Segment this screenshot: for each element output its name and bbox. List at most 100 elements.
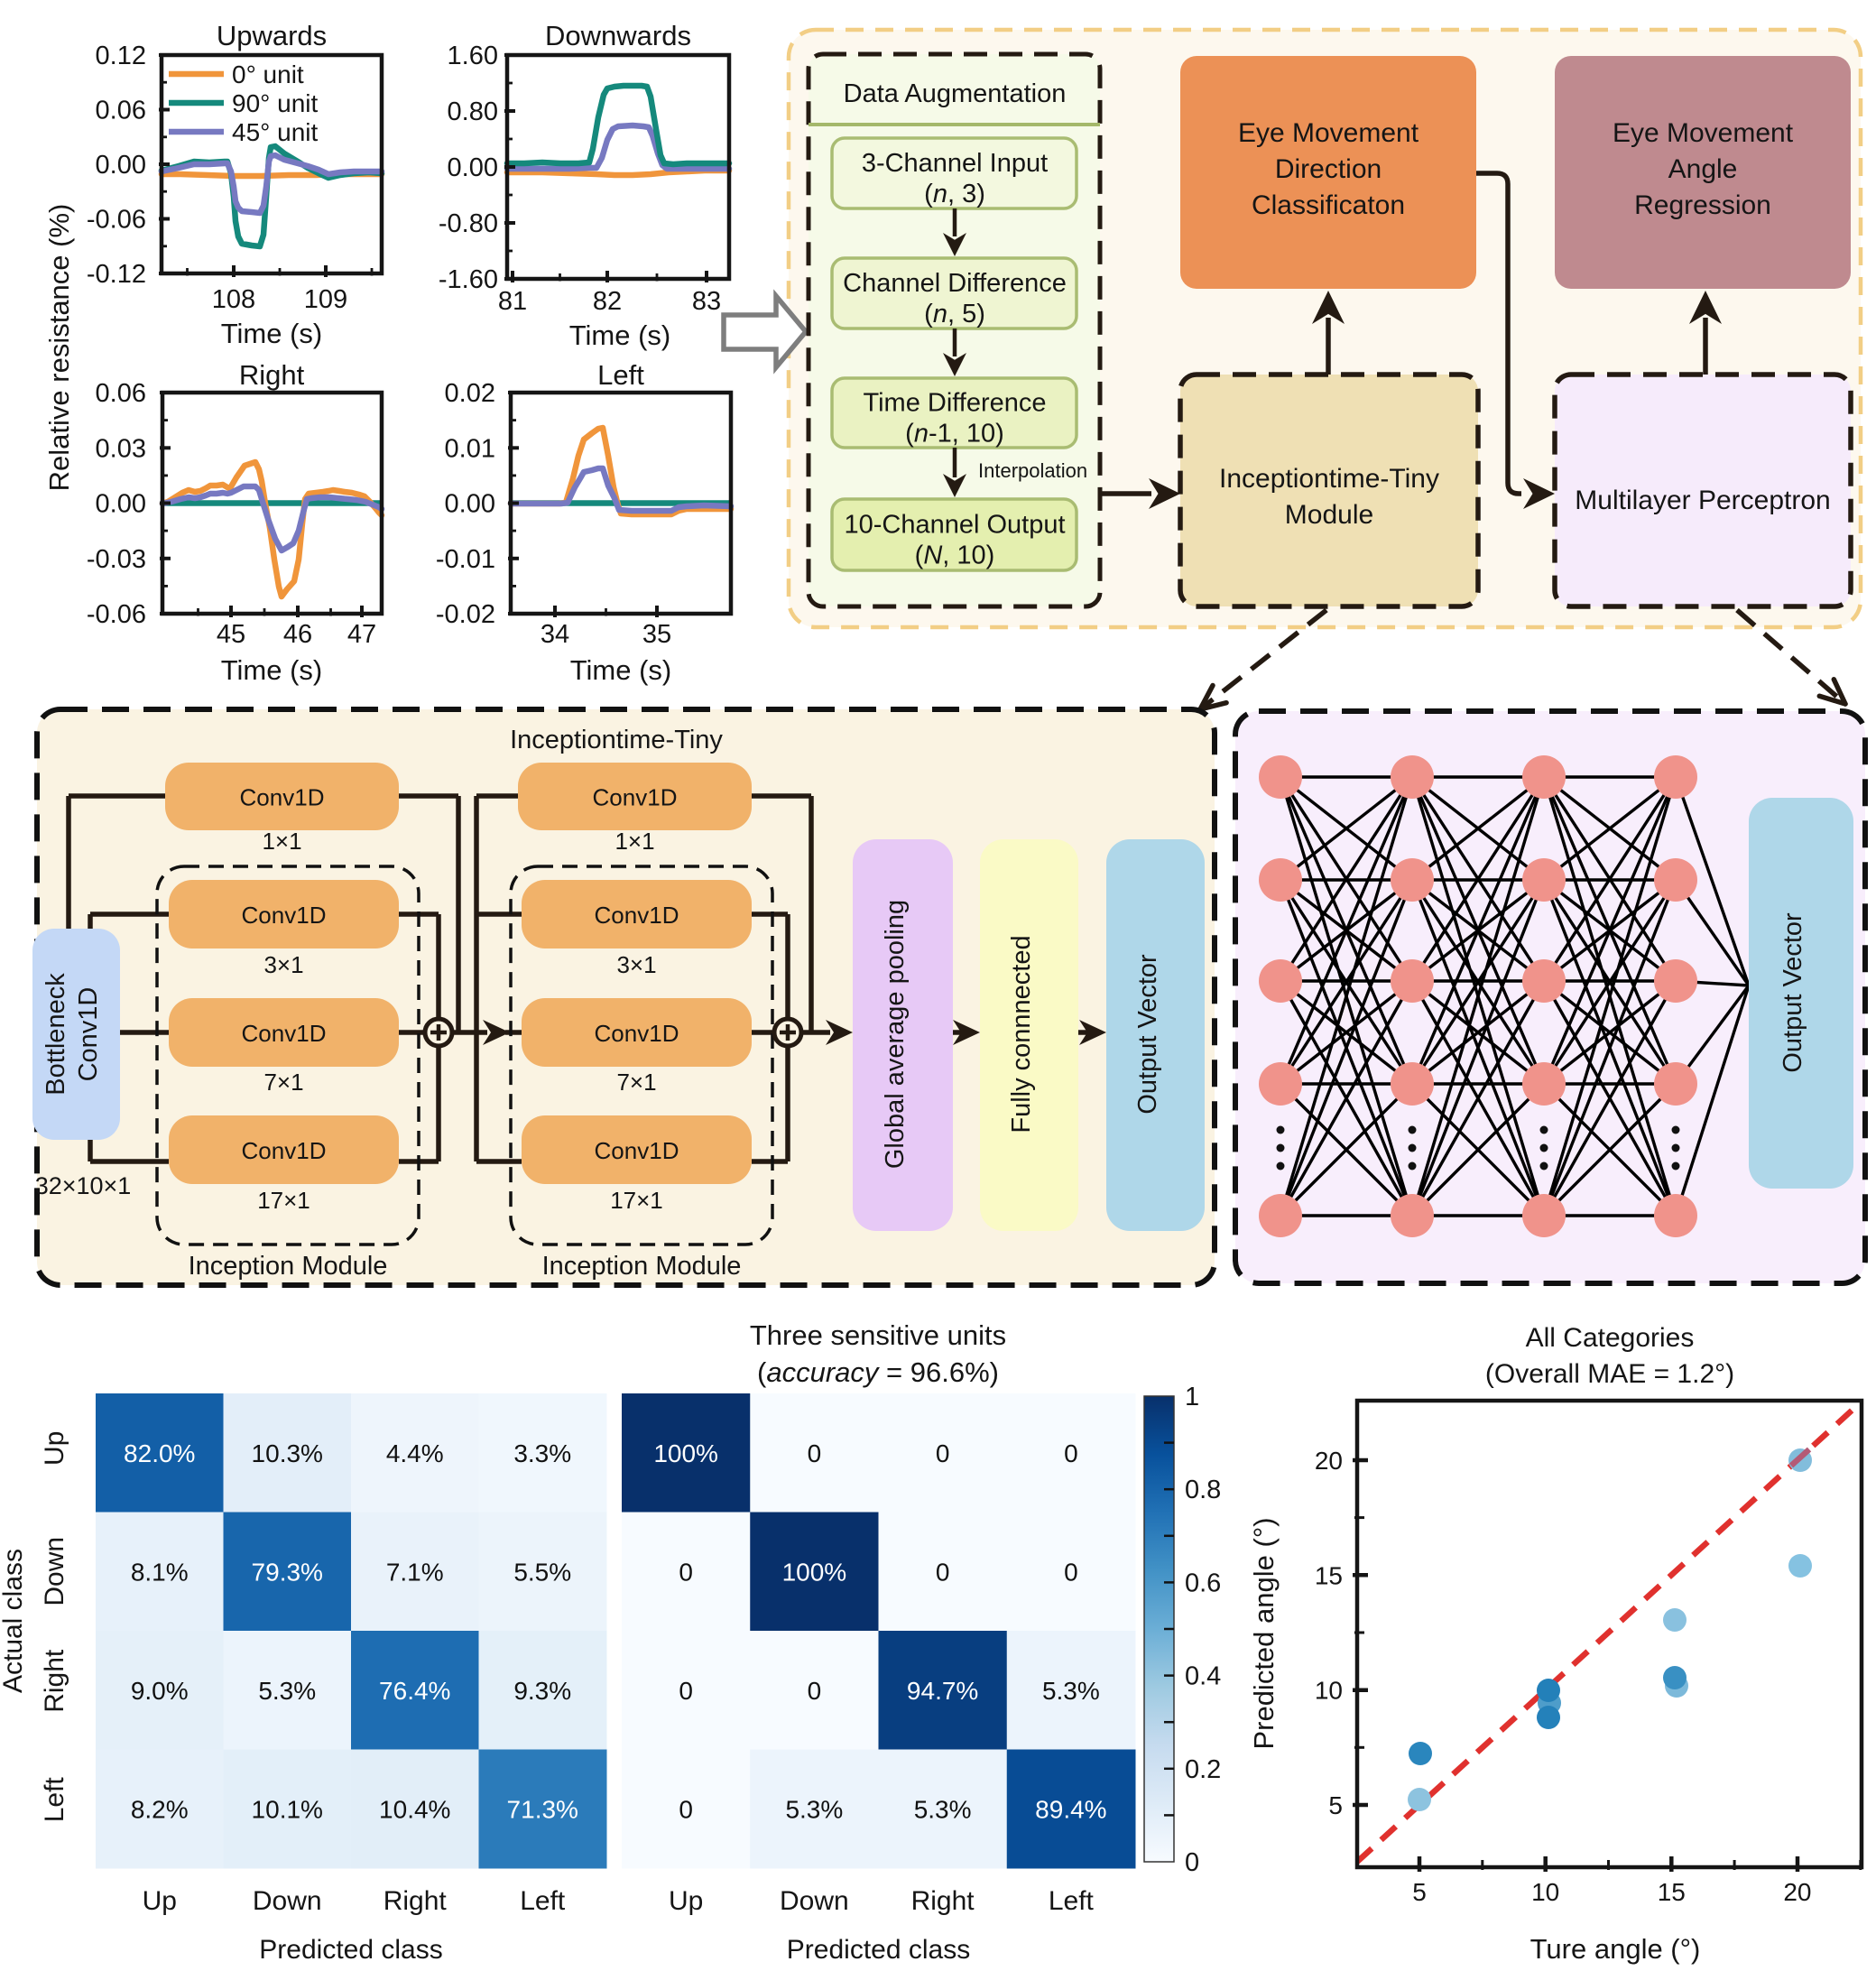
svg-text:0: 0: [936, 1558, 950, 1586]
svg-text:1×1: 1×1: [262, 828, 301, 855]
svg-text:17×1: 17×1: [257, 1187, 310, 1214]
svg-text:Predicted class: Predicted class: [259, 1935, 442, 1965]
svg-text:32×10×1: 32×10×1: [35, 1172, 132, 1199]
svg-text:71.3%: 71.3%: [507, 1795, 578, 1823]
svg-text:Right: Right: [239, 359, 305, 391]
svg-text:Right: Right: [911, 1886, 975, 1916]
svg-text:Left: Left: [597, 359, 644, 391]
svg-text:Up: Up: [40, 1431, 69, 1466]
svg-text:0.4: 0.4: [1185, 1662, 1221, 1691]
svg-text:(accuracy = 96.6%): (accuracy = 96.6%): [757, 1356, 999, 1388]
svg-text:4.4%: 4.4%: [386, 1439, 444, 1467]
svg-text:(N, 10): (N, 10): [915, 541, 995, 570]
svg-text:3×1: 3×1: [616, 951, 656, 978]
svg-text:Conv1D: Conv1D: [242, 902, 327, 929]
svg-text:Conv1D: Conv1D: [242, 1020, 327, 1047]
svg-text:Down: Down: [253, 1886, 322, 1916]
svg-text:0: 0: [1185, 1848, 1199, 1877]
svg-text:Output Vector: Output Vector: [1779, 912, 1807, 1073]
svg-text:0: 0: [1064, 1558, 1078, 1586]
svg-text:Channel Difference: Channel Difference: [843, 269, 1067, 298]
svg-text:Relative resistance (%): Relative resistance (%): [43, 204, 75, 492]
svg-text:Three sensitive units: Three sensitive units: [750, 1319, 1006, 1351]
svg-text:0.02: 0.02: [445, 379, 495, 408]
svg-text:Predicted angle (°): Predicted angle (°): [1248, 1517, 1280, 1749]
svg-text:Conv1D: Conv1D: [595, 1137, 679, 1164]
svg-text:0.6: 0.6: [1185, 1568, 1221, 1597]
svg-text:Conv1D: Conv1D: [593, 784, 678, 811]
svg-text:89.4%: 89.4%: [1035, 1795, 1106, 1823]
svg-text:35: 35: [642, 620, 671, 649]
svg-text:Data Augmentation: Data Augmentation: [844, 79, 1067, 108]
svg-text:5.3%: 5.3%: [914, 1795, 972, 1823]
svg-text:Conv1D: Conv1D: [242, 1137, 327, 1164]
svg-text:-0.06: -0.06: [87, 206, 146, 235]
svg-text:15: 15: [1315, 1561, 1343, 1589]
svg-text:Inception Module: Inception Module: [542, 1252, 742, 1281]
svg-text:10.3%: 10.3%: [252, 1439, 323, 1467]
svg-text:Inceptiontime-Tiny: Inceptiontime-Tiny: [510, 726, 723, 754]
svg-text:1: 1: [1185, 1383, 1199, 1411]
svg-text:0.80: 0.80: [448, 97, 498, 126]
svg-text:Upwards: Upwards: [217, 20, 327, 51]
svg-text:10: 10: [1531, 1878, 1559, 1906]
svg-text:17×1: 17×1: [610, 1187, 663, 1214]
svg-text:Fully connnected: Fully connnected: [1007, 935, 1036, 1133]
svg-text:-0.03: -0.03: [87, 545, 146, 574]
svg-text:Bottleneck: Bottleneck: [42, 973, 70, 1096]
svg-text:-0.06: -0.06: [87, 600, 146, 629]
svg-text:(n, 3): (n, 3): [924, 180, 985, 208]
svg-text:82: 82: [593, 287, 622, 316]
svg-text:Down: Down: [780, 1886, 849, 1916]
svg-text:0.2: 0.2: [1185, 1755, 1221, 1784]
svg-text:Conv1D: Conv1D: [240, 784, 325, 811]
svg-text:0.06: 0.06: [96, 379, 146, 408]
svg-text:0.03: 0.03: [96, 434, 146, 463]
svg-text:Ture angle (°): Ture angle (°): [1530, 1933, 1701, 1965]
svg-text:0.06: 0.06: [96, 97, 146, 125]
svg-text:0.8: 0.8: [1185, 1476, 1221, 1504]
svg-text:0: 0: [679, 1558, 693, 1586]
svg-text:0: 0: [679, 1795, 693, 1823]
svg-text:45: 45: [217, 620, 245, 649]
svg-text:Down: Down: [40, 1537, 69, 1606]
svg-text:10-Channel Output: 10-Channel Output: [844, 511, 1065, 540]
svg-text:82.0%: 82.0%: [124, 1439, 195, 1467]
svg-text:20: 20: [1783, 1878, 1811, 1906]
svg-text:108: 108: [212, 285, 255, 314]
svg-text:Time (s): Time (s): [221, 654, 323, 686]
svg-text:81: 81: [498, 287, 527, 316]
svg-text:Conv1D: Conv1D: [595, 902, 679, 929]
svg-text:90° unit: 90° unit: [232, 89, 318, 117]
svg-text:Left: Left: [40, 1777, 69, 1823]
svg-text:0: 0: [808, 1677, 822, 1705]
svg-text:Global average pooling: Global average pooling: [881, 900, 910, 1169]
svg-text:45° unit: 45° unit: [232, 118, 318, 146]
svg-text:Direction: Direction: [1275, 154, 1382, 184]
svg-text:7×1: 7×1: [616, 1069, 656, 1096]
svg-text:Left: Left: [1049, 1886, 1095, 1916]
svg-text:0.00: 0.00: [96, 151, 146, 180]
svg-text:-0.80: -0.80: [439, 209, 498, 238]
svg-text:0.00: 0.00: [96, 490, 146, 519]
svg-text:(n, 5): (n, 5): [924, 300, 985, 328]
svg-text:Downwards: Downwards: [545, 20, 691, 51]
svg-text:5.5%: 5.5%: [513, 1558, 571, 1586]
svg-text:10.1%: 10.1%: [252, 1795, 323, 1823]
svg-text:9.3%: 9.3%: [513, 1677, 571, 1705]
svg-text:5: 5: [1412, 1878, 1427, 1906]
svg-text:3×1: 3×1: [263, 951, 303, 978]
svg-text:0.01: 0.01: [445, 434, 495, 463]
svg-text:8.2%: 8.2%: [131, 1795, 189, 1823]
svg-text:Module: Module: [1285, 500, 1373, 530]
svg-text:All Categories: All Categories: [1526, 1323, 1695, 1353]
svg-text:0.00: 0.00: [448, 153, 498, 182]
svg-text:0.00: 0.00: [445, 490, 495, 519]
svg-text:79.3%: 79.3%: [252, 1558, 323, 1586]
svg-text:Time Difference: Time Difference: [863, 389, 1046, 418]
svg-text:47: 47: [347, 620, 376, 649]
svg-text:46: 46: [283, 620, 312, 649]
svg-text:(n-1, 10): (n-1, 10): [905, 420, 1004, 449]
svg-text:0.12: 0.12: [96, 42, 146, 70]
svg-text:5.3%: 5.3%: [785, 1795, 843, 1823]
